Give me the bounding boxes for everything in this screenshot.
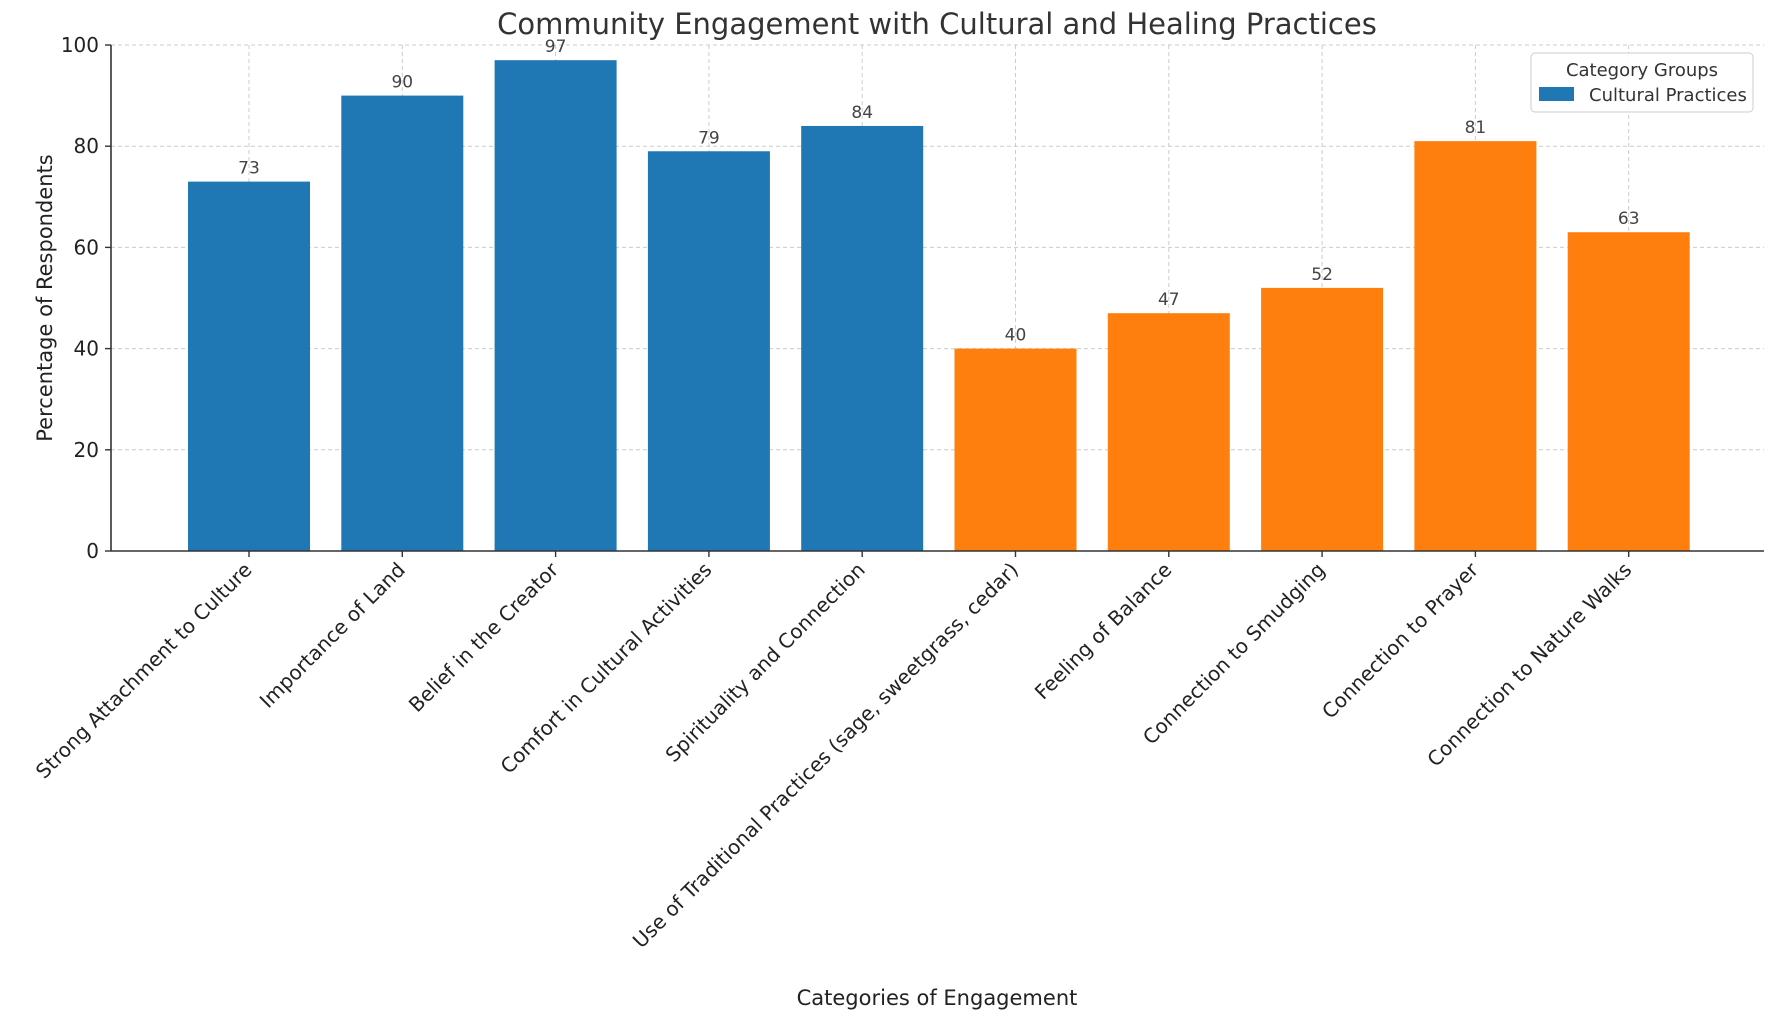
- bar-value-label: 73: [238, 159, 260, 179]
- legend-title: Category Groups: [1566, 60, 1718, 81]
- bar: [954, 348, 1077, 551]
- legend-box: [1530, 52, 1754, 113]
- bar: [341, 95, 464, 551]
- bar-value-label: 84: [851, 103, 873, 123]
- y-tick-label: 60: [74, 235, 99, 259]
- y-tick-label: 80: [74, 134, 99, 158]
- bar-value-label: 40: [1005, 326, 1027, 346]
- bar: [494, 60, 617, 552]
- bar: [1107, 313, 1230, 551]
- bar-value-label: 90: [391, 73, 413, 93]
- legend: Category Groups Cultural Practices: [1530, 52, 1754, 113]
- bar-value-label: 97: [545, 37, 567, 57]
- y-tick-label: 40: [74, 337, 99, 361]
- y-axis-label: Percentage of Respondents: [33, 154, 57, 441]
- y-tick-label: 100: [61, 33, 99, 57]
- data-labels: 73 90 97 79 84 40 47 52 81 63: [238, 37, 1639, 345]
- x-axis-label: Categories of Engagement: [797, 986, 1078, 1010]
- tick-labels: 0 20 40 60 80 100: [61, 33, 99, 563]
- y-tick-label: 0: [86, 539, 99, 563]
- x-category-label: Belief in the Creator: [404, 557, 564, 717]
- legend-entry-label: Cultural Practices: [1589, 85, 1747, 106]
- bar: [647, 151, 770, 551]
- bar-value-label: 63: [1618, 209, 1640, 229]
- bar: [1261, 287, 1384, 551]
- y-tick-label: 20: [74, 438, 99, 462]
- bars: [188, 60, 1690, 552]
- x-category-label: Connection to Smudging: [1138, 558, 1330, 750]
- bar: [1567, 232, 1690, 551]
- bar: [1414, 141, 1537, 551]
- chart-title: Community Engagement with Cultural and H…: [497, 7, 1377, 41]
- x-category-label: Feeling of Balance: [1030, 558, 1177, 705]
- legend-swatch: [1539, 87, 1574, 101]
- axes: [105, 44, 1764, 557]
- bar-value-label: 79: [698, 128, 720, 148]
- bar-value-label: 47: [1158, 290, 1180, 310]
- bar-value-label: 81: [1465, 118, 1487, 138]
- x-category-label: Strong Attachment to Culture: [31, 558, 257, 784]
- x-category-label: Connection to Prayer: [1317, 557, 1483, 723]
- x-category-label: Importance of Land: [255, 558, 410, 713]
- bar-value-label: 52: [1311, 265, 1333, 285]
- bar: [188, 181, 310, 551]
- bar: [801, 125, 924, 552]
